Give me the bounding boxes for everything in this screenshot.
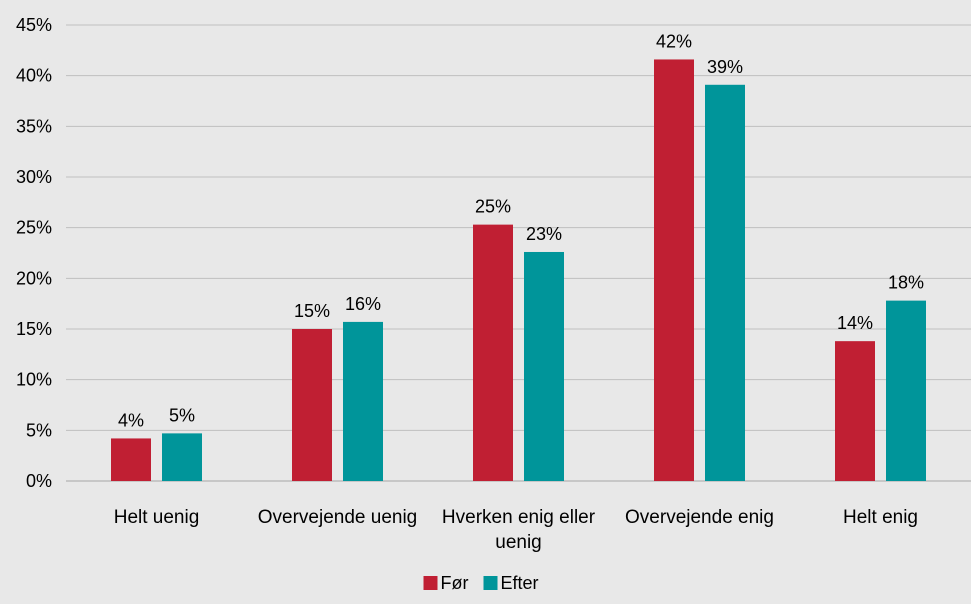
bar-f-r-4 [835, 341, 875, 481]
y-tick-label: 0% [26, 471, 52, 491]
bar-f-r-0 [111, 438, 151, 481]
y-tick-label: 35% [16, 116, 52, 136]
y-tick-label: 30% [16, 167, 52, 187]
y-tick-label: 45% [16, 15, 52, 35]
bar-efter-2 [524, 251, 564, 481]
data-label: 16% [345, 294, 381, 314]
y-axis-tick-labels: 0% 5% 10% 15% 20% 25% 30% 35% 40% 45% [16, 15, 52, 491]
bar-efter-1 [343, 321, 383, 481]
data-label: 15% [294, 301, 330, 321]
data-label: 23% [526, 224, 562, 244]
y-tick-label: 15% [16, 319, 52, 339]
data-label: 25% [475, 197, 511, 217]
y-tick-label: 40% [16, 66, 52, 86]
y-tick-label: 25% [16, 218, 52, 238]
bar-efter-0 [162, 433, 202, 481]
legend-label: Efter [501, 573, 539, 593]
bar-efter-3 [705, 84, 745, 481]
x-tick-label: Hverken enig eller [442, 507, 596, 528]
legend-label: Før [441, 573, 469, 593]
y-tick-label: 5% [26, 420, 52, 440]
x-axis-tick-labels: Helt uenig Overvejende uenig Hverken enig … [114, 507, 918, 553]
data-label: 42% [656, 31, 692, 51]
bar-f-r-2 [473, 224, 513, 482]
bar-f-r-1 [292, 329, 332, 481]
legend-swatch [483, 576, 498, 590]
data-label: 5% [169, 405, 195, 425]
x-tick-label: Overvejende enig [625, 507, 774, 528]
legend-swatch [423, 576, 438, 590]
gridlines [66, 24, 971, 482]
x-tick-label: Overvejende uenig [258, 507, 418, 528]
data-label: 14% [837, 313, 873, 333]
y-tick-label: 10% [16, 370, 52, 390]
data-label: 18% [888, 273, 924, 293]
y-tick-label: 20% [16, 268, 52, 288]
data-label: 39% [707, 57, 743, 77]
bars [111, 59, 926, 482]
data-labels: 4% 5% 15% 16% 25% 23% 42% 39% 14% 18% [118, 31, 924, 430]
legend: Før Efter [423, 573, 539, 593]
data-label: 4% [118, 410, 144, 430]
bar-f-r-3 [654, 59, 694, 481]
x-tick-label: uenig [495, 532, 542, 553]
x-tick-label: Helt enig [843, 507, 918, 528]
x-tick-label: Helt uenig [114, 507, 200, 528]
bar-efter-4 [886, 300, 926, 481]
